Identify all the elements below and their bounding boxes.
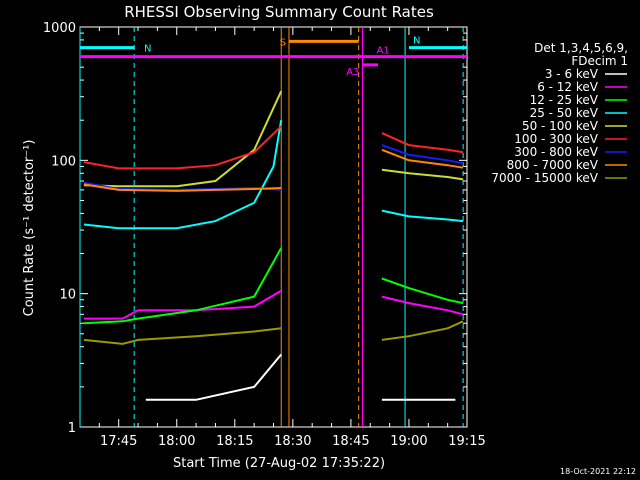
series-line (83, 289, 282, 320)
legend-entry: 12 - 25 keV (530, 93, 599, 107)
x-tick-label: 18:00 (158, 434, 195, 449)
series-line (83, 120, 283, 230)
x-tick-label: 18:15 (216, 434, 253, 449)
x-tick-label: 17:45 (100, 434, 137, 449)
annotation-label: A1 (377, 46, 390, 57)
x-tick-label: 19:15 (448, 434, 485, 449)
x-tick-label: 18:45 (332, 434, 369, 449)
legend-header: FDecim 1 (571, 54, 628, 68)
series-line (381, 277, 464, 305)
annotations: N N S A1 A3 (80, 36, 467, 78)
legend-entry: 300 - 800 keV (514, 145, 598, 159)
series-line (381, 295, 464, 316)
legend-entry: 7000 - 15000 keV (491, 171, 598, 185)
series-line (381, 144, 464, 165)
annotation-label: N (144, 44, 151, 55)
y-tick-label: 10 (59, 288, 76, 303)
legend-entry: 25 - 50 keV (530, 106, 599, 120)
vertical-markers (79, 27, 464, 427)
y-axis-label: Count Rate (s⁻¹ detector⁻¹) (22, 140, 37, 317)
x-tick-label: 19:00 (390, 434, 427, 449)
legend-header: Det 1,3,4,5,6,9, (534, 41, 628, 55)
series-line (381, 132, 464, 154)
annotation-label: A3 (346, 67, 359, 78)
series-line (83, 327, 282, 345)
legend-entry: 800 - 7000 keV (507, 158, 599, 172)
y-tick-label: 100 (51, 154, 76, 169)
series-line (83, 247, 283, 325)
x-axis: 17:45 18:00 18:15 18:30 18:45 19:00 19:15 (79, 27, 486, 449)
series-line (381, 148, 464, 169)
plot-border (79, 26, 468, 428)
plot-frame (79, 26, 468, 428)
y-tick-label: 1000 (43, 21, 76, 36)
annotation-label: N (413, 36, 420, 47)
series-line (145, 353, 282, 401)
timestamp: 18-Oct-2021 22:12 (560, 467, 636, 476)
series-line (83, 125, 282, 170)
legend-entry: 50 - 100 keV (522, 119, 599, 133)
x-axis-label: Start Time (27-Aug-02 17:35:22) (173, 456, 385, 471)
series-line (83, 183, 282, 192)
legend-entry: 100 - 300 keV (514, 132, 598, 146)
y-tick-label: 1 (68, 421, 76, 436)
y-axis: 1 10 100 1000 (43, 21, 467, 436)
series-line (381, 320, 464, 341)
series-line (381, 209, 464, 223)
chart-title: RHESSI Observing Summary Count Rates (124, 3, 434, 21)
annotation-label: S (280, 37, 286, 48)
x-tick-label: 18:30 (274, 434, 311, 449)
series-layer (83, 90, 464, 401)
legend-entry: 6 - 12 keV (537, 80, 599, 94)
series-line (381, 168, 464, 181)
series-line (83, 90, 283, 188)
legend-entry: 3 - 6 keV (545, 67, 599, 81)
